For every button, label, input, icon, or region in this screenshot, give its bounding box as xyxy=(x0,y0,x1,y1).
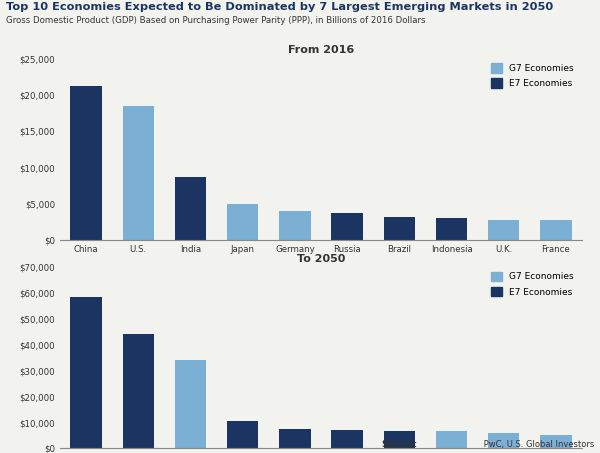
Bar xyxy=(488,433,520,448)
Bar xyxy=(488,220,520,240)
Bar xyxy=(540,434,572,448)
Bar xyxy=(331,430,363,448)
Text: Top 10 Economies Expected to Be Dominated by 7 Largest Emerging Markets in 2050: Top 10 Economies Expected to Be Dominate… xyxy=(6,2,553,12)
Bar xyxy=(70,297,102,448)
Bar xyxy=(227,204,259,240)
Bar xyxy=(122,106,154,240)
Bar xyxy=(436,218,467,240)
Bar xyxy=(279,429,311,448)
Bar xyxy=(540,220,572,240)
Bar xyxy=(175,360,206,448)
Text: Gross Domestic Product (GDP) Based on Purchasing Power Parity (PPP), in Billions: Gross Domestic Product (GDP) Based on Pu… xyxy=(6,16,425,25)
Legend: G7 Economies, E7 Economies: G7 Economies, E7 Economies xyxy=(488,268,577,300)
Text: PwC, U.S. Global Investors: PwC, U.S. Global Investors xyxy=(481,440,594,449)
Text: Source:: Source: xyxy=(381,440,417,449)
Bar xyxy=(122,334,154,448)
Bar xyxy=(436,431,467,448)
Bar xyxy=(383,217,415,240)
Bar xyxy=(175,177,206,240)
Bar xyxy=(227,421,259,448)
Bar xyxy=(279,211,311,240)
Legend: G7 Economies, E7 Economies: G7 Economies, E7 Economies xyxy=(488,60,577,92)
Title: From 2016: From 2016 xyxy=(288,45,354,55)
Title: To 2050: To 2050 xyxy=(297,254,345,264)
Bar xyxy=(331,213,363,240)
Bar xyxy=(383,431,415,448)
Bar xyxy=(70,86,102,240)
